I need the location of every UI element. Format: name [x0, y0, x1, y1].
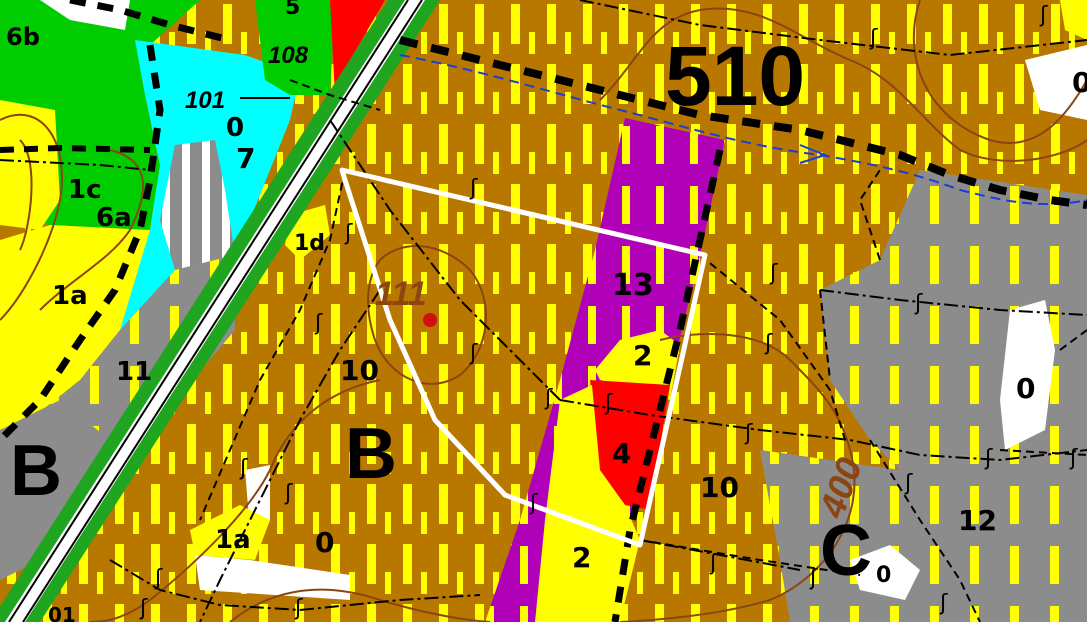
fence-mark: ʃ: [709, 551, 718, 576]
contour-line-6: [89, 379, 381, 622]
fence-mark: ʃ: [344, 221, 353, 246]
stand-label: 10: [700, 471, 739, 504]
fence-mark: ʃ: [809, 566, 818, 591]
fence-mark: ʃ: [139, 596, 148, 621]
parcel-yellow-top-right: [1060, 0, 1087, 40]
red-dot-icon[interactable]: [423, 313, 437, 327]
stand-label: 5: [285, 0, 300, 20]
compartment-boundary-nw: [0, 144, 151, 153]
contour-line-111: [367, 245, 487, 385]
parcel-yellow-1a: [0, 225, 150, 430]
stand-label: 1c: [68, 175, 102, 205]
fence-mark: ʃ: [869, 26, 878, 51]
elevation-label: 101: [185, 87, 225, 114]
stand-boundaries: [199, 79, 1087, 622]
stand-label: 1a: [215, 525, 251, 555]
stream-line: [399, 54, 1087, 206]
elevation-label: 108: [268, 42, 309, 69]
parcel-gray-B-left: [0, 400, 110, 580]
stand-label: 0: [1072, 66, 1087, 99]
parcel-white-0-topright: [1025, 45, 1087, 120]
block-label-b-left: B: [10, 431, 62, 511]
stand-label: 6a: [96, 203, 132, 233]
stand-label: 12: [958, 504, 997, 537]
stand-label: 0: [226, 113, 244, 143]
contour-line-5: [619, 333, 856, 622]
survey-polygon: [339, 167, 708, 548]
parcel-red-4: [590, 380, 670, 510]
parcel-striped-gray: [160, 140, 235, 270]
stand-label: 2: [633, 339, 652, 372]
stream-arrow: [799, 144, 828, 164]
stand-label: 0: [1016, 372, 1035, 405]
stand-label: 2: [572, 541, 591, 574]
compartment-boundary-top: [399, 36, 1087, 209]
stand-label: 13: [612, 268, 654, 303]
fence-mark: ʃ: [764, 331, 773, 356]
fence-mark: ʃ: [1069, 446, 1078, 471]
fence-mark: ʃ: [1039, 3, 1048, 28]
stand-label: 10: [340, 354, 379, 387]
railway-white: [5, 0, 425, 622]
stand-label: 4: [612, 437, 631, 470]
fence-mark: ʃ: [154, 566, 163, 591]
contour-line-7: [229, 588, 491, 622]
contour-line-8: [39, 149, 144, 311]
fence-mark: ʃ: [939, 591, 948, 616]
fence-mark: ʃ: [914, 291, 923, 316]
parcel-white-0-right: [1000, 300, 1055, 450]
parcel-yellow-2-lower: [535, 385, 640, 622]
fence-symbols: ʃ ʃ ʃ ʃ ʃ ʃ ʃ ʃ ʃ ʃ ʃ ʃ ʃ ʃ ʃ ʃ ʃ ʃ ʃ ʃ …: [139, 3, 1078, 621]
compartment-boundary-left: [0, 44, 164, 443]
fence-mark: ʃ: [604, 391, 613, 416]
contour-line-1: [599, 7, 1087, 162]
fence-mark: ʃ: [314, 311, 323, 336]
fence-mark: ʃ: [294, 596, 303, 621]
fence-mark: ʃ: [544, 386, 553, 411]
fence-mark: ʃ: [769, 261, 778, 286]
stand-label: 11: [116, 357, 152, 387]
compartment-number: 510: [665, 29, 805, 123]
parcel-gray-C: [760, 450, 1087, 622]
fence-mark: ʃ: [469, 176, 478, 201]
fence-mark: ʃ: [469, 341, 478, 366]
fence-mark: ʃ: [529, 491, 538, 516]
block-label-c: C: [820, 511, 872, 591]
stand-label: 0: [315, 526, 334, 559]
fence-mark: ʃ: [239, 456, 248, 481]
compartment-boundary-magenta: [611, 149, 724, 622]
stand-label: 01: [48, 603, 76, 622]
railway-track-1: [8, 0, 409, 622]
contour-line-3: [0, 113, 63, 321]
parcel-white-bottom: [195, 555, 350, 600]
block-label-b: B: [345, 414, 397, 494]
fence-mark: ʃ: [904, 471, 913, 496]
stand-label: 1d: [294, 231, 325, 256]
stand-label: 7: [236, 142, 255, 175]
stand-label: 0: [876, 563, 891, 588]
elevation-label: 111: [375, 275, 427, 313]
stand-label: 6b: [6, 23, 40, 51]
parcel-green-108: [255, 0, 335, 95]
stand-label: 1a: [52, 281, 88, 311]
fence-mark: ʃ: [984, 446, 993, 471]
fence-mark: ʃ: [744, 421, 753, 446]
fence-mark: ʃ: [284, 481, 293, 506]
parcel-white-0-bottomright: [850, 545, 920, 600]
